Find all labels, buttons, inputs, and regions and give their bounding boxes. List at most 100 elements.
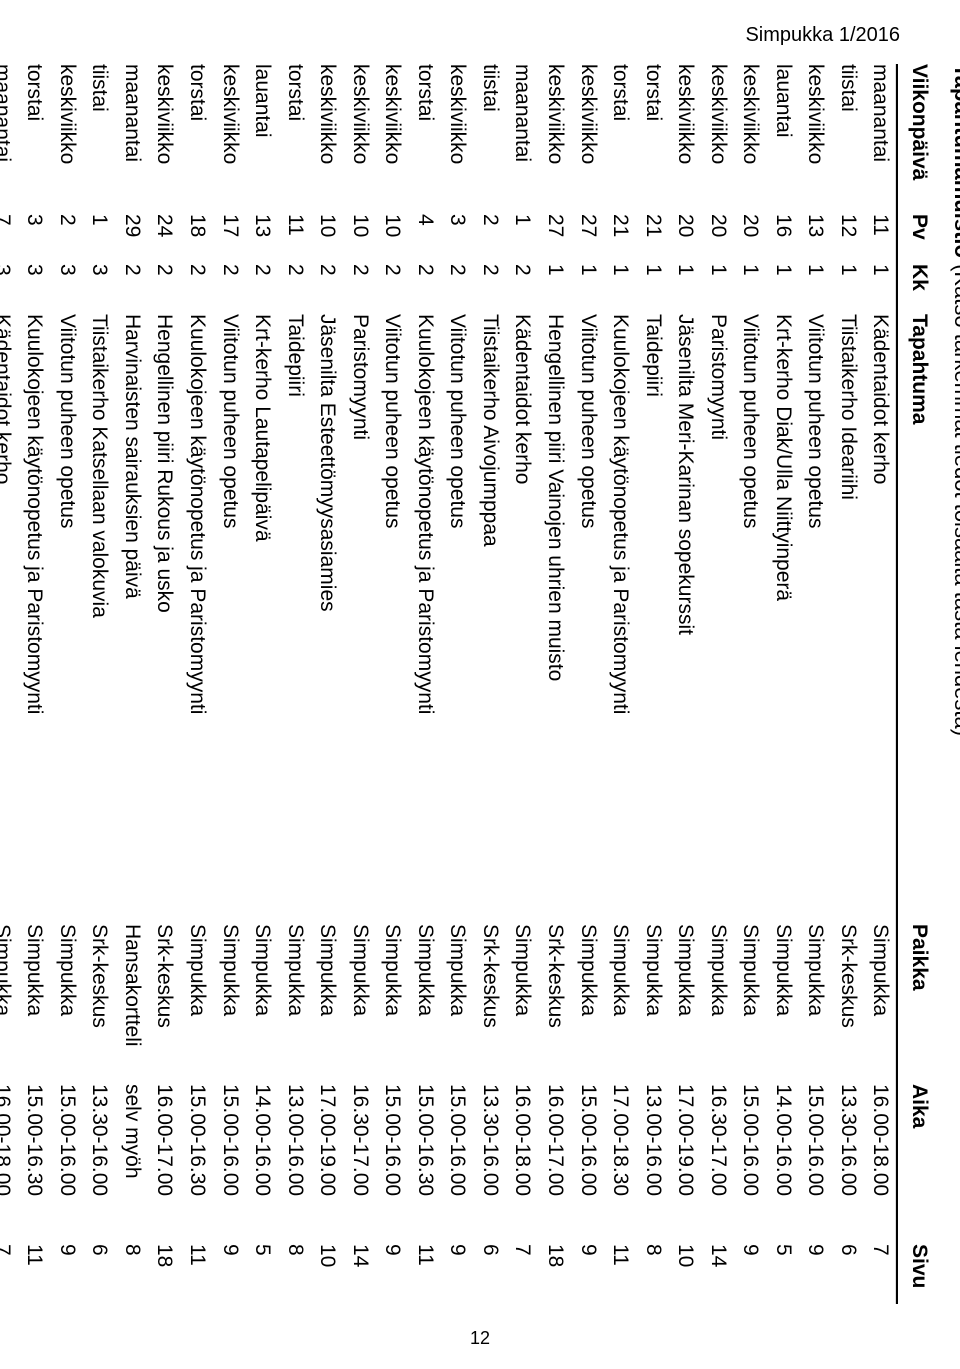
table-cell: 8 [636, 1244, 669, 1304]
table-cell: keskiviikko [669, 64, 702, 214]
table-cell: 2 [213, 264, 246, 314]
events-table: ViikonpäiväPvKkTapahtumaPaikkaAikaSivu m… [0, 64, 939, 1304]
table-row: maanantai292Harvinaisten sairauksien päi… [115, 64, 148, 1304]
table-cell: 16.00-18.00 [864, 1084, 898, 1244]
table-cell: 7 [0, 214, 18, 264]
table-cell: Viitotun puheen opetus [571, 314, 604, 924]
table-cell: Viitotun puheen opetus [734, 314, 767, 924]
table-row: maanantai12Kädentaidot kerhoSimpukka16.0… [506, 64, 539, 1304]
table-cell: keskiviikko [311, 64, 344, 214]
events-col-header: Paikka [897, 924, 939, 1084]
table-cell: Viitotun puheen opetus [213, 314, 246, 924]
table-cell: 10 [311, 1244, 344, 1304]
table-cell: 16 [766, 214, 799, 264]
table-cell: 6 [473, 1244, 506, 1304]
table-cell: 2 [408, 264, 441, 314]
table-cell: 13 [245, 214, 278, 264]
table-cell: Krt-kerho Diak/Ulla Niittyinperä [766, 314, 799, 924]
table-cell: 2 [506, 264, 539, 314]
table-cell: 1 [506, 214, 539, 264]
table-cell: 14 [701, 1244, 734, 1304]
table-cell: 6 [83, 1244, 116, 1304]
table-cell: Kuulokojeen käytönopetus ja Paristomyynt… [18, 314, 51, 924]
table-cell: Viitotun puheen opetus [441, 314, 474, 924]
table-cell: Srk-keskus [831, 924, 864, 1084]
table-cell: 15.00-16.00 [799, 1084, 832, 1244]
table-cell: lauantai [245, 64, 278, 214]
table-cell: tiistai [83, 64, 116, 214]
table-cell: 20 [734, 214, 767, 264]
table-cell: tiistai [831, 64, 864, 214]
table-cell: 20 [669, 214, 702, 264]
table-row: keskiviikko201ParistomyyntiSimpukka16.30… [701, 64, 734, 1304]
table-cell: keskiviikko [376, 64, 409, 214]
table-cell: 2 [50, 214, 83, 264]
table-cell: 13.00-16.00 [636, 1084, 669, 1244]
table-cell: Simpukka [734, 924, 767, 1084]
table-row: torstai182Kuulokojeen käytönopetus ja Pa… [180, 64, 213, 1304]
table-cell: 6 [831, 1244, 864, 1304]
table-cell: Srk-keskus [473, 924, 506, 1084]
table-cell: selv myöh [115, 1084, 148, 1244]
table-cell: Simpukka [571, 924, 604, 1084]
table-cell: Simpukka [311, 924, 344, 1084]
table-cell: Kädentaidot kerho [864, 314, 898, 924]
table-cell: 14.00-16.00 [766, 1084, 799, 1244]
table-cell: 7 [506, 1244, 539, 1304]
table-row: keskiviikko102Viitotun puheen opetusSimp… [376, 64, 409, 1304]
table-row: maanantai73Kädentaidot kerhoSimpukka16.0… [0, 64, 18, 1304]
table-row: lauantai161Krt-kerho Diak/Ulla Niittyinp… [766, 64, 799, 1304]
table-cell: 3 [18, 214, 51, 264]
table-cell: 15.00-16.00 [213, 1084, 246, 1244]
table-cell: 17.00-19.00 [311, 1084, 344, 1244]
doc-title: Tapahtumamuistio (Katso tarkemmat tiedot… [949, 64, 960, 1304]
table-cell: 16.00-18.00 [506, 1084, 539, 1244]
issue-label: Simpukka 1/2016 [745, 24, 900, 47]
table-cell: keskiviikko [441, 64, 474, 214]
table-cell: torstai [603, 64, 636, 214]
table-cell: keskiviikko [343, 64, 376, 214]
table-cell: 14 [343, 1244, 376, 1304]
table-cell: 9 [441, 1244, 474, 1304]
table-cell: 3 [83, 264, 116, 314]
table-cell: Viitotun puheen opetus [376, 314, 409, 924]
table-cell: 4 [408, 214, 441, 264]
table-cell: 16.30-17.00 [343, 1084, 376, 1244]
table-cell: 10 [376, 214, 409, 264]
table-cell: 18 [180, 214, 213, 264]
table-row: tiistai121Tiistaikerho IdeariihiSrk-kesk… [831, 64, 864, 1304]
table-cell: Harvinaisten sairauksien päivä [115, 314, 148, 924]
table-cell: 17.00-18.30 [603, 1084, 636, 1244]
table-cell: Jäsenilta Esteettömyysasiamies [311, 314, 344, 924]
table-cell: 29 [115, 214, 148, 264]
events-col-header: Kk [897, 264, 939, 314]
table-cell: 18 [538, 1244, 571, 1304]
table-cell: 10 [343, 214, 376, 264]
table-cell: 13.30-16.00 [831, 1084, 864, 1244]
table-cell: Kädentaidot kerho [0, 314, 18, 924]
table-cell: 9 [571, 1244, 604, 1304]
table-cell: maanantai [506, 64, 539, 214]
table-cell: 1 [701, 264, 734, 314]
table-row: keskiviikko271Hengellinen piiri Vainojen… [538, 64, 571, 1304]
rotated-page-content: Tapahtumamuistio (Katso tarkemmat tiedot… [0, 64, 960, 1304]
table-cell: 16.00-17.00 [538, 1084, 571, 1244]
table-cell: Simpukka [506, 924, 539, 1084]
table-cell: keskiviikko [799, 64, 832, 214]
table-cell: Simpukka [864, 924, 898, 1084]
table-row: tiistai13Tiistaikerho Katsellaan valokuv… [83, 64, 116, 1304]
table-cell: Srk-keskus [83, 924, 116, 1084]
table-cell: Simpukka [0, 924, 18, 1084]
table-cell: 2 [376, 264, 409, 314]
table-cell: Simpukka [50, 924, 83, 1084]
table-cell: 13.30-16.00 [473, 1084, 506, 1244]
table-cell: Simpukka [701, 924, 734, 1084]
table-cell: 1 [571, 264, 604, 314]
table-row: maanantai111Kädentaidot kerhoSimpukka16.… [864, 64, 898, 1304]
table-cell: 3 [50, 264, 83, 314]
table-cell: 3 [441, 214, 474, 264]
table-cell: Simpukka [766, 924, 799, 1084]
table-cell: 8 [115, 1244, 148, 1304]
table-cell: lauantai [766, 64, 799, 214]
table-cell: 1 [864, 264, 898, 314]
